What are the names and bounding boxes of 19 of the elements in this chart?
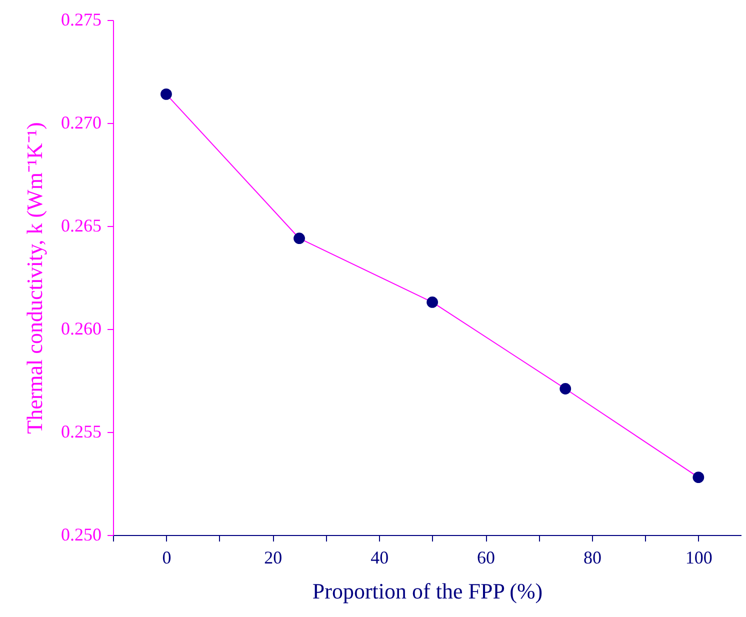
x-tick-label: 40 <box>370 548 389 568</box>
x-axis-title: Proportion of the FPP (%) <box>312 578 543 604</box>
point <box>294 232 305 244</box>
point <box>426 296 438 308</box>
y-tick-label: 0.270 <box>61 112 102 132</box>
y-tick-label: 0.260 <box>61 318 102 338</box>
x-tick-label: 0 <box>162 548 172 568</box>
y-tick-label: 0.265 <box>61 216 102 236</box>
y-tick-label: 0.255 <box>61 422 102 442</box>
point <box>692 472 704 484</box>
x-tick-label: 80 <box>583 548 602 568</box>
x-tick-label: 100 <box>685 548 712 568</box>
y-tick-label: 0.250 <box>61 524 102 544</box>
point <box>560 383 572 394</box>
x-tick-label: 20 <box>264 548 282 568</box>
point <box>160 88 172 100</box>
y-axis-title: Thermal conductivity, k (Wm⁻¹K⁻¹) <box>22 122 47 434</box>
y-tick-label: 0.275 <box>61 10 102 30</box>
x-tick-label: 60 <box>477 548 496 568</box>
